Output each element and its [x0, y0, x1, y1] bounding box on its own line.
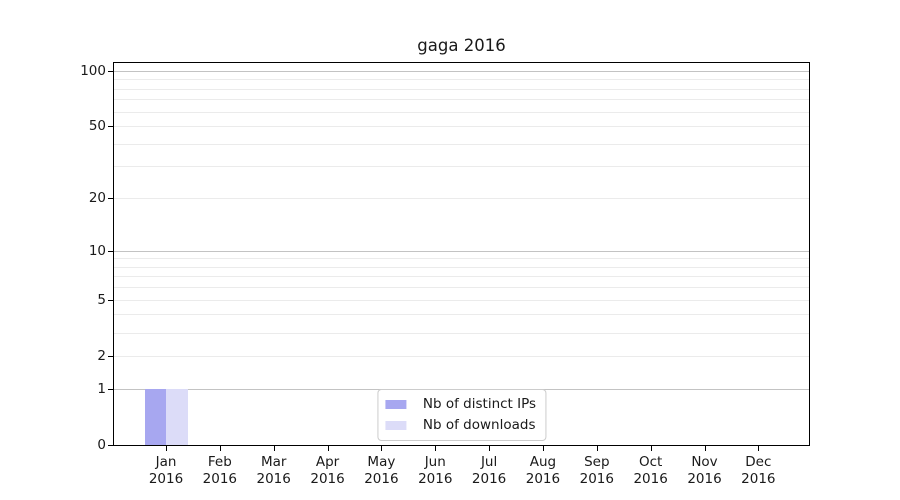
x-tick [327, 446, 329, 451]
y-gridline-minor [114, 299, 809, 301]
y-tick-label: 1 [97, 380, 106, 397]
x-tick-label: Sep 2016 [579, 454, 614, 487]
x-tick-label: Apr 2016 [310, 454, 345, 487]
y-tick [108, 445, 113, 446]
y-tick-label: 100 [80, 62, 106, 79]
y-tick [108, 250, 113, 252]
x-tick [381, 446, 383, 451]
legend-swatch-distinct-ips-icon [384, 400, 406, 409]
y-gridline-minor [114, 88, 809, 90]
y-gridline-minor [114, 266, 809, 268]
x-tick-label: Dec 2016 [741, 454, 776, 487]
y-gridline-minor [114, 314, 809, 316]
x-tick-label: Jun 2016 [418, 454, 453, 487]
y-gridline-minor [114, 166, 809, 168]
y-tick [108, 198, 113, 200]
y-tick-label: 20 [88, 190, 106, 207]
bar-distinct-ips [144, 388, 166, 445]
y-tick [108, 126, 113, 128]
legend: Nb of distinct IPs Nb of downloads [376, 389, 547, 441]
y-tick [108, 355, 113, 357]
y-tick-label: 10 [88, 242, 106, 259]
x-tick [596, 446, 598, 451]
y-gridline-minor [114, 143, 809, 145]
y-tick [108, 299, 113, 301]
x-tick-label: May 2016 [364, 454, 399, 487]
x-tick [489, 446, 491, 451]
legend-label-downloads: Nb of downloads [422, 417, 536, 433]
y-gridline-major [114, 250, 809, 252]
y-gridline-minor [114, 99, 809, 101]
x-tick-label: Oct 2016 [633, 454, 668, 487]
x-tick-label: Jul 2016 [471, 454, 507, 487]
bar-downloads [166, 388, 188, 445]
y-gridline-minor [114, 355, 809, 357]
x-tick [166, 446, 167, 451]
x-tick [758, 446, 760, 451]
y-gridline-minor [114, 79, 809, 81]
y-tick-label: 0 [97, 437, 106, 453]
y-gridline-minor [114, 287, 809, 289]
legend-swatch-downloads-icon [384, 421, 406, 430]
y-tick-label: 50 [88, 118, 106, 135]
legend-label-distinct-ips: Nb of distinct IPs [422, 396, 537, 412]
y-gridline-minor [114, 258, 809, 260]
y-tick [108, 70, 113, 72]
x-tick [650, 446, 652, 451]
y-gridline-minor [114, 332, 809, 334]
plot-area: Nb of distinct IPs Nb of downloads 0 1 2 5 1… [80, 62, 810, 487]
x-tick-label: Mar 2016 [256, 454, 291, 487]
x-tick [273, 446, 275, 451]
y-tick-label: 2 [97, 347, 106, 364]
x-tick-label: Feb 2016 [202, 454, 238, 487]
x-tick-label: Jan 2016 [148, 454, 184, 487]
legend-item-distinct-ips: Nb of distinct IPs [384, 396, 537, 413]
y-tick-label: 5 [97, 291, 106, 308]
x-tick [219, 446, 221, 451]
x-tick-label: Nov 2016 [687, 454, 722, 487]
x-tick [435, 446, 437, 451]
y-gridline-minor [114, 111, 809, 113]
x-tick [704, 446, 706, 451]
x-tick [542, 446, 544, 451]
y-gridline-minor [114, 198, 809, 200]
y-gridline-minor [114, 276, 809, 278]
x-tick-label: Aug 2016 [525, 454, 561, 487]
chart-title: gaga 2016 [417, 36, 506, 55]
y-gridline-major [114, 70, 809, 72]
y-gridline-minor [114, 126, 809, 128]
y-tick [108, 388, 113, 390]
legend-item-downloads: Nb of downloads [384, 417, 536, 434]
